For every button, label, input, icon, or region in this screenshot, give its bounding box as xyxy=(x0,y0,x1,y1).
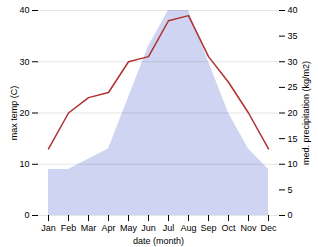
svg-text:10: 10 xyxy=(288,159,298,169)
svg-text:5: 5 xyxy=(288,185,293,195)
svg-text:40: 40 xyxy=(288,5,298,15)
svg-text:max temp (C): max temp (C) xyxy=(9,86,19,141)
svg-text:date (month): date (month) xyxy=(133,236,184,246)
svg-text:May: May xyxy=(120,223,138,233)
svg-text:Feb: Feb xyxy=(61,223,77,233)
svg-text:0: 0 xyxy=(24,210,29,220)
svg-text:Oct: Oct xyxy=(221,223,236,233)
svg-text:Jan: Jan xyxy=(41,223,56,233)
svg-text:15: 15 xyxy=(288,134,298,144)
svg-text:Nov: Nov xyxy=(240,223,257,233)
svg-text:0: 0 xyxy=(288,210,293,220)
svg-text:30: 30 xyxy=(288,57,298,67)
svg-text:20: 20 xyxy=(19,108,29,118)
svg-text:25: 25 xyxy=(288,82,298,92)
svg-text:40: 40 xyxy=(19,5,29,15)
svg-text:med. precipitation (kg/m2): med. precipitation (kg/m2) xyxy=(301,61,311,165)
svg-text:Sep: Sep xyxy=(200,223,216,233)
svg-text:Dec: Dec xyxy=(260,223,277,233)
svg-text:Apr: Apr xyxy=(101,223,115,233)
svg-text:Aug: Aug xyxy=(180,223,196,233)
svg-text:10: 10 xyxy=(19,159,29,169)
svg-text:Jun: Jun xyxy=(141,223,156,233)
svg-text:Jul: Jul xyxy=(163,223,175,233)
svg-text:30: 30 xyxy=(19,57,29,67)
svg-text:35: 35 xyxy=(288,31,298,41)
svg-text:Mar: Mar xyxy=(81,223,97,233)
svg-text:20: 20 xyxy=(288,108,298,118)
